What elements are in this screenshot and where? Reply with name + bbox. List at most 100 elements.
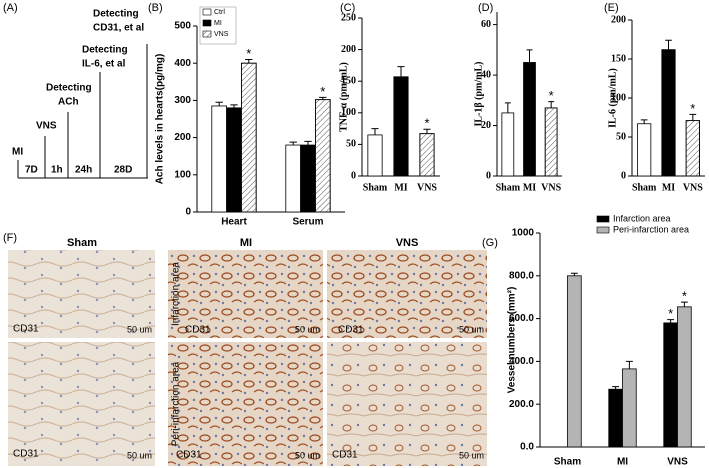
y-axis-label: IL-1β (pm/mL) xyxy=(473,62,484,127)
bar xyxy=(367,134,383,177)
legend-hatch xyxy=(203,31,211,37)
y-tick-label: 0 xyxy=(185,207,191,218)
micrograph xyxy=(8,342,155,466)
y-tick-label: 300 xyxy=(174,95,191,106)
error-bar xyxy=(289,141,297,146)
event-label: CD31, et al xyxy=(93,23,144,34)
panel-label: (A) xyxy=(3,2,18,14)
micrograph xyxy=(168,250,323,338)
legend-label: Infarction area xyxy=(613,213,671,223)
legend-box xyxy=(594,214,704,240)
bar xyxy=(523,62,536,177)
bar xyxy=(661,49,676,177)
y-tick-label: 100 xyxy=(174,169,191,180)
event-label: VNS xyxy=(36,121,57,132)
panel-label: (G) xyxy=(482,237,498,249)
stain-label: CD31 xyxy=(185,325,211,336)
bar-hatch xyxy=(685,120,700,177)
event-label: Detecting xyxy=(82,45,128,56)
x-tick-label: MI xyxy=(662,182,675,193)
significance-label: * xyxy=(246,46,251,61)
row-label: Infarction area xyxy=(171,262,182,326)
y-axis-label: IL-6 (pm/mL) xyxy=(607,68,618,128)
y-tick-label: 0 xyxy=(486,170,491,181)
x-tick-label: MI xyxy=(617,457,628,468)
y-tick-label: 800.0 xyxy=(509,270,534,281)
y-tick-label: 50 xyxy=(616,131,626,142)
interval-label: 28D xyxy=(114,165,132,176)
column-title: MI xyxy=(240,237,252,249)
x-tick-label: Serum xyxy=(292,217,323,228)
bar-hatch xyxy=(544,107,558,177)
event-label: IL-6, et al xyxy=(82,59,126,70)
bar xyxy=(211,105,228,213)
bar xyxy=(637,123,652,177)
event-label: ACh xyxy=(58,97,79,108)
y-tick-label: 0.0 xyxy=(520,442,534,453)
significance-label: * xyxy=(690,101,695,116)
bar xyxy=(663,322,678,448)
y-tick-label: 50 xyxy=(346,139,356,150)
significance-label: * xyxy=(549,88,554,103)
timeline: MI VNS Detecting ACh Detecting IL-6, et … xyxy=(12,9,148,179)
column-title: VNS xyxy=(396,237,419,249)
x-tick-label: VNS xyxy=(417,182,437,193)
y-tick-label: 20 xyxy=(481,120,491,131)
y-tick-label: 400.0 xyxy=(509,356,534,367)
error-bar xyxy=(423,128,431,134)
significance-label: * xyxy=(424,116,429,131)
significance-label: * xyxy=(682,289,687,304)
y-tick-label: 0 xyxy=(621,170,626,181)
error-bar xyxy=(319,96,327,100)
interval-label: 7D xyxy=(25,165,38,176)
y-tick-label: 200.0 xyxy=(509,399,534,410)
panel-label: (E) xyxy=(604,2,619,14)
error-bar xyxy=(665,39,672,50)
panel-label: (D) xyxy=(478,2,493,14)
y-tick-label: 400 xyxy=(174,58,191,69)
micrograph xyxy=(327,250,487,338)
bar xyxy=(285,144,301,213)
event-label: Detecting xyxy=(46,83,92,94)
y-tick-label: 40 xyxy=(481,69,491,80)
error-bar xyxy=(625,360,633,369)
y-axis-label: TNF-α (pm/mL) xyxy=(338,62,349,132)
event-label: Detecting xyxy=(93,9,139,20)
error-bar xyxy=(680,301,688,307)
legend-swatch xyxy=(596,226,610,234)
significance-label: * xyxy=(320,84,325,99)
bar xyxy=(501,112,515,177)
y-tick-label: 0 xyxy=(351,170,356,181)
scale-label: 50 um xyxy=(459,450,484,460)
stain-label: CD31 xyxy=(332,450,358,461)
error-bar xyxy=(397,66,405,77)
y-tick-label: 500 xyxy=(174,21,191,32)
error-bar xyxy=(548,101,555,108)
significance-label: * xyxy=(668,306,673,321)
y-tick-label: 150 xyxy=(611,53,626,64)
bar xyxy=(567,275,582,448)
error-bar xyxy=(640,119,648,124)
bar xyxy=(622,368,637,448)
error-bar xyxy=(245,58,253,64)
error-bar xyxy=(689,113,697,121)
error-bar xyxy=(504,102,511,113)
error-bar xyxy=(304,140,312,146)
bar xyxy=(608,388,623,448)
scale-label: 50 um xyxy=(295,450,320,460)
x-tick-label: Sham xyxy=(554,457,581,468)
micrographs: Sham MI VNS Infarction area Peri-infarct… xyxy=(8,237,487,466)
x-tick-label: VNS xyxy=(541,182,561,193)
error-bar xyxy=(215,101,223,106)
x-tick-label: Sham xyxy=(496,182,521,193)
bar-hatch xyxy=(240,62,257,213)
x-tick-label: MI xyxy=(394,182,407,193)
y-tick-label: 150 xyxy=(341,75,356,86)
bar xyxy=(300,144,316,213)
y-tick-label: 200 xyxy=(611,14,626,25)
error-bar xyxy=(570,272,578,276)
micrograph xyxy=(8,250,155,338)
interval-label: 1h xyxy=(51,165,63,176)
y-tick-label: 1000 xyxy=(512,228,535,239)
